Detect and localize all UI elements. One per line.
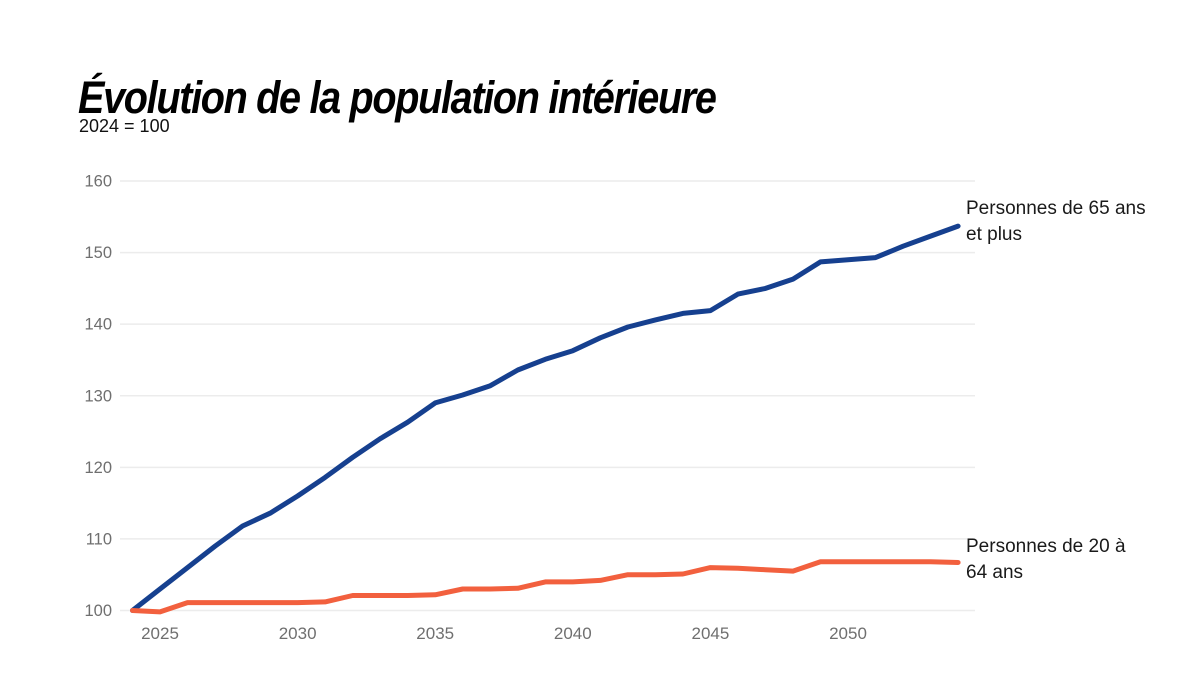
x-tick-label-2035: 2035	[416, 624, 454, 643]
y-tick-label-130: 130	[84, 387, 112, 405]
x-tick-label-2025: 2025	[141, 624, 179, 643]
x-tick-label-2045: 2045	[692, 624, 730, 643]
x-tick-label-2050: 2050	[829, 624, 867, 643]
x-tick-label-2040: 2040	[554, 624, 592, 643]
y-tick-label-110: 110	[86, 530, 112, 548]
line-20-64	[130, 559, 961, 615]
y-tick-label-140: 140	[84, 316, 112, 334]
page-title: Évolution de la population intérieure	[78, 72, 717, 124]
chart-subtitle: 2024 = 100	[79, 116, 170, 136]
series-label-20-64: Personnes de 20 à 64 ans	[966, 536, 1126, 583]
y-tick-label-160: 160	[84, 173, 112, 191]
x-tick-label-2030: 2030	[279, 624, 317, 643]
line-65-plus	[130, 223, 961, 613]
y-tick-label-120: 120	[84, 459, 112, 477]
y-tick-label-150: 150	[84, 244, 112, 262]
series-label-65-plus: Personnes de 65 ans et plus	[966, 198, 1146, 245]
y-tick-label-100: 100	[84, 602, 112, 620]
